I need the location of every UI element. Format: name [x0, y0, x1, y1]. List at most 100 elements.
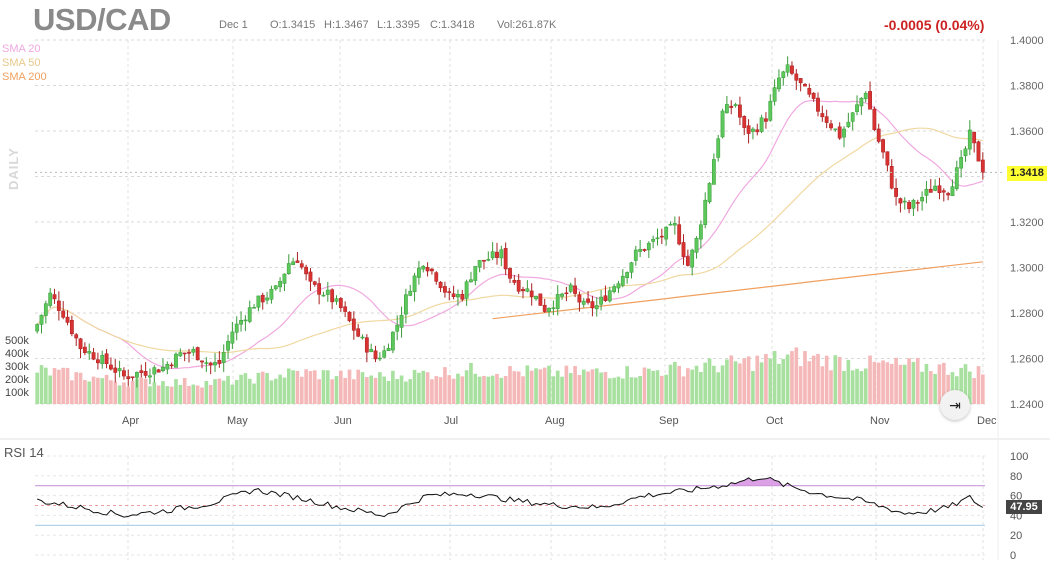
volume-bar	[352, 379, 356, 404]
candle-body	[633, 249, 638, 261]
candle-body	[941, 190, 946, 193]
candle-body	[738, 104, 742, 118]
volume-bar	[590, 369, 595, 404]
candle-body	[304, 266, 309, 275]
volume-bar	[876, 362, 881, 404]
volume-bar	[35, 372, 39, 404]
volume-bar	[282, 377, 287, 404]
volume-bar	[456, 373, 460, 404]
candle-body	[764, 118, 768, 122]
volume-bar	[104, 374, 109, 404]
volume-bar	[972, 378, 976, 404]
volume-bar	[850, 370, 855, 404]
month-label: Jul	[444, 415, 458, 427]
volume-bar	[278, 374, 282, 404]
volume-bar	[967, 371, 972, 404]
candle-body	[729, 105, 734, 108]
volume-bar	[751, 371, 755, 404]
volume-bar	[57, 369, 61, 404]
rsi-value-badge: 47.95	[1006, 500, 1042, 514]
candle-body	[91, 352, 96, 360]
volume-bar	[768, 358, 773, 404]
volume-bar	[61, 367, 66, 404]
month-label: Oct	[766, 415, 783, 427]
candle-body	[794, 73, 799, 81]
volume-bar	[521, 376, 525, 404]
candle-body	[885, 151, 890, 166]
volume-bar	[70, 380, 74, 404]
volume-bar	[308, 371, 313, 404]
candle-body	[967, 129, 972, 150]
symbol-title: USD/CAD	[33, 2, 171, 37]
volume-bar	[733, 361, 738, 404]
volume-bar	[169, 386, 174, 404]
month-label: May	[227, 415, 248, 427]
volume-bar	[777, 363, 781, 404]
volume-bar	[946, 374, 950, 404]
volume-bar	[83, 380, 87, 404]
volume-bar	[408, 379, 413, 404]
volume-bar	[113, 381, 118, 404]
candle-body	[221, 352, 226, 363]
volume-bar	[148, 386, 152, 404]
volume-bar	[265, 373, 269, 404]
candle-body	[291, 261, 296, 265]
candle-body	[959, 157, 964, 169]
candle-body	[586, 298, 590, 303]
volume-bar	[599, 372, 603, 404]
volume-bar	[430, 379, 434, 404]
candle-body	[56, 300, 61, 311]
candle-body	[607, 290, 612, 302]
candle-body	[278, 281, 282, 288]
candle-body	[321, 294, 326, 297]
volume-bar	[213, 379, 217, 404]
candle-body	[547, 307, 551, 312]
volume-bar	[286, 368, 291, 404]
candle-body	[204, 362, 209, 364]
volume-bar	[668, 364, 673, 404]
candle-body	[360, 336, 365, 339]
price-axis-label: 1.2800	[1010, 308, 1044, 320]
candle-body	[208, 362, 213, 366]
candle-body	[126, 376, 131, 380]
candle-body	[260, 294, 265, 303]
candle-body	[842, 128, 846, 138]
candle-body	[412, 275, 417, 293]
candle-body	[377, 357, 382, 360]
volume-bar	[811, 355, 816, 404]
candle-body	[868, 91, 872, 110]
volume-bar	[447, 375, 452, 404]
candle-body	[234, 323, 239, 333]
volume-axis-label: 300k	[5, 361, 29, 373]
candle-body	[816, 97, 820, 112]
candle-body	[74, 334, 79, 339]
candle-body	[130, 376, 135, 378]
sma20-line	[36, 99, 983, 370]
volume-bar	[586, 371, 590, 404]
volume-bar	[803, 351, 807, 404]
candle-body	[217, 359, 222, 364]
candle-body	[456, 293, 460, 298]
volume-bar	[52, 368, 57, 404]
candle-body	[599, 296, 603, 305]
candle-body	[135, 372, 139, 378]
candle-body	[920, 196, 924, 202]
candle-body	[963, 148, 968, 157]
volume-bar	[837, 356, 842, 404]
volume-bar	[538, 369, 543, 404]
candle-body	[460, 294, 465, 300]
candle-body	[677, 224, 682, 245]
candle-body	[876, 128, 881, 142]
go-to-latest-button[interactable]: ⇥	[940, 390, 970, 420]
volume-bar	[681, 376, 686, 404]
volume-bar	[664, 374, 668, 404]
candle-body	[273, 285, 278, 290]
volume-bar	[716, 372, 721, 404]
candle-body	[937, 185, 942, 193]
date-label: Dec 1	[219, 19, 248, 31]
volume-bar	[725, 359, 729, 404]
candle-body	[191, 348, 196, 353]
volume-bar	[772, 351, 777, 404]
